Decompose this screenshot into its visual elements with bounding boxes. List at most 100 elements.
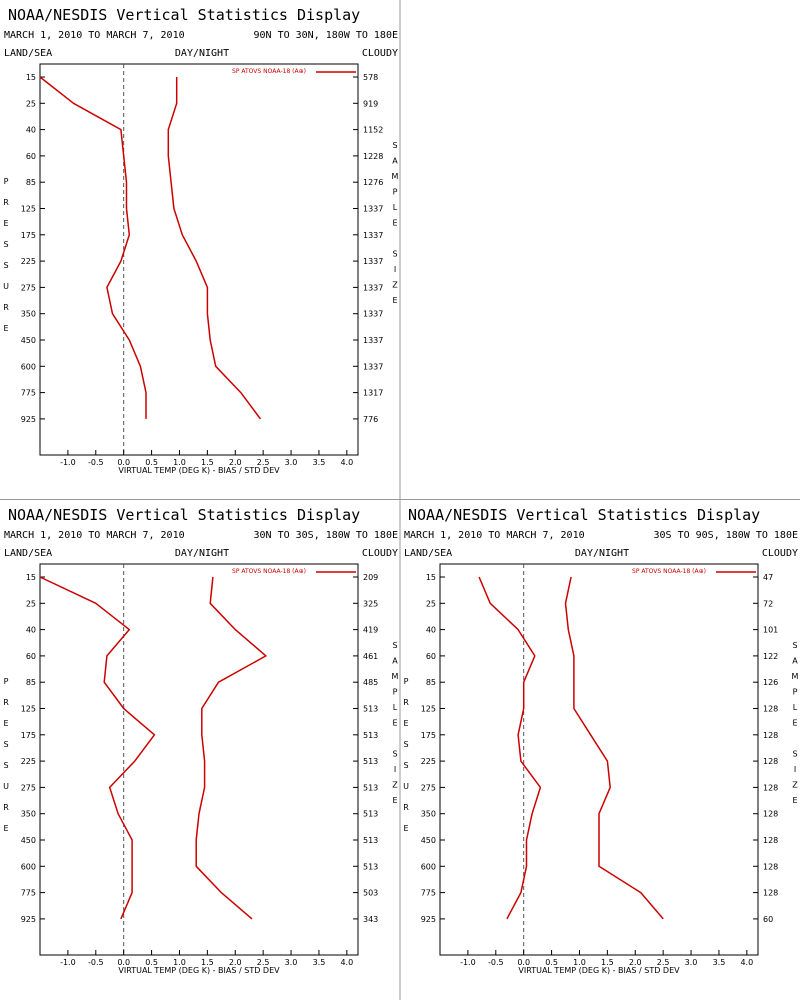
pressure-level-label: 60 xyxy=(26,152,36,161)
y-axis-label-letter: E xyxy=(403,719,408,728)
x-axis-label: VIRTUAL TEMP (DEG K) - BIAS / STD DEV xyxy=(118,466,280,475)
header-land-sea: LAND/SEA xyxy=(4,48,52,59)
pressure-level-label: 450 xyxy=(21,336,36,345)
y-axis-label-letter: E xyxy=(3,324,8,333)
pressure-level-label: 925 xyxy=(21,415,36,424)
sample-size-label: 578 xyxy=(363,73,378,82)
sample-size-label: 128 xyxy=(763,862,778,871)
sample-size-label: 325 xyxy=(363,599,378,608)
pressure-level-label: 175 xyxy=(421,731,436,740)
pressure-level-label: 125 xyxy=(421,705,436,714)
legend-label: SP ATOVS NOAA-18 (A⊕) xyxy=(232,68,306,75)
x-tick-label: 3.5 xyxy=(313,958,326,967)
x-tick-label: 1.0 xyxy=(573,958,586,967)
bias-series-line xyxy=(478,576,542,920)
sample-size-label: 503 xyxy=(363,889,378,898)
header-day-night: DAY/NIGHT xyxy=(175,548,229,559)
plot-frame xyxy=(39,563,359,956)
pressure-level-label: 225 xyxy=(21,757,36,766)
sample-size-label: 128 xyxy=(763,783,778,792)
plot-frame xyxy=(39,63,359,456)
sample-size-label: 513 xyxy=(363,836,378,845)
y2-axis-label-letter: Z xyxy=(392,781,398,790)
pressure-level-label: 85 xyxy=(26,678,36,687)
y2-axis-label-letter: E xyxy=(392,219,397,228)
header-cloudy: CLOUDY xyxy=(762,548,798,559)
y2-axis-label-letter: I xyxy=(394,265,396,274)
pressure-level-label: 275 xyxy=(421,783,436,792)
y-axis-label-letter: E xyxy=(403,824,408,833)
x-tick-label: -0.5 xyxy=(488,958,504,967)
sample-size-label: 128 xyxy=(763,705,778,714)
sample-size-label: 343 xyxy=(363,915,378,924)
sample-size-label: 1337 xyxy=(363,362,383,371)
sample-size-label: 1337 xyxy=(363,205,383,214)
x-tick-label: 3.0 xyxy=(285,458,298,467)
sample-size-label: 209 xyxy=(363,573,378,582)
y-axis-label-letter: U xyxy=(3,282,9,291)
x-tick-label: 1.0 xyxy=(173,958,186,967)
header-cloudy: CLOUDY xyxy=(362,48,398,59)
sample-size-label: 776 xyxy=(363,415,378,424)
x-tick-label: 1.5 xyxy=(201,458,214,467)
pressure-level-label: 225 xyxy=(21,257,36,266)
pressure-level-label: 925 xyxy=(21,915,36,924)
y2-axis-label-letter: I xyxy=(794,765,796,774)
y-axis-label-letter: E xyxy=(3,719,8,728)
x-tick-label: -1.0 xyxy=(60,958,76,967)
x-tick-label: 4.0 xyxy=(340,958,353,967)
sample-size-label: 919 xyxy=(363,99,378,108)
x-tick-label: 4.0 xyxy=(340,458,353,467)
sample-size-label: 513 xyxy=(363,783,378,792)
pressure-level-label: 60 xyxy=(26,652,36,661)
sample-size-label: 1337 xyxy=(363,336,383,345)
y2-axis-label-letter: P xyxy=(393,688,398,697)
y-axis-label-letter: S xyxy=(403,761,408,770)
y2-axis-label-letter: Z xyxy=(792,781,798,790)
y-axis-label-letter: R xyxy=(3,698,9,707)
std-dev-series-line xyxy=(564,576,664,920)
pressure-level-label: 275 xyxy=(21,283,36,292)
bias-series-line xyxy=(39,576,156,920)
y2-axis-label-letter: M xyxy=(392,172,399,181)
y2-axis-label-letter: L xyxy=(393,703,398,712)
chart-title: NOAA/NESDIS Vertical Statistics Display xyxy=(408,506,760,524)
y-axis-label-letter: S xyxy=(403,740,408,749)
chart-title: NOAA/NESDIS Vertical Statistics Display xyxy=(8,506,360,524)
pressure-level-label: 60 xyxy=(426,652,436,661)
header-day-night: DAY/NIGHT xyxy=(575,548,629,559)
pressure-level-label: 25 xyxy=(26,99,36,108)
y-axis-label-letter: P xyxy=(404,677,409,686)
y2-axis-label-letter: L xyxy=(393,203,398,212)
plot-frame xyxy=(439,563,759,956)
pressure-level-label: 450 xyxy=(21,836,36,845)
y-axis-label-letter: P xyxy=(4,677,9,686)
y-axis-label-letter: E xyxy=(3,824,8,833)
x-tick-label: 3.5 xyxy=(713,958,726,967)
y-axis-label-letter: S xyxy=(3,761,8,770)
x-tick-label: 0.0 xyxy=(117,958,130,967)
x-tick-label: 0.0 xyxy=(117,458,130,467)
x-tick-label: 3.0 xyxy=(285,958,298,967)
sample-size-label: 419 xyxy=(363,626,378,635)
x-tick-label: -0.5 xyxy=(88,958,104,967)
y2-axis-label-letter: L xyxy=(793,703,798,712)
pressure-level-label: 125 xyxy=(21,705,36,714)
y2-axis-label-letter: E xyxy=(792,796,797,805)
y2-axis-label-letter: A xyxy=(392,157,398,166)
y-axis-label-letter: R xyxy=(3,303,9,312)
sample-size-label: 72 xyxy=(763,599,773,608)
x-tick-label: 0.5 xyxy=(145,958,158,967)
pressure-level-label: 40 xyxy=(426,626,436,635)
x-tick-label: 2.0 xyxy=(229,458,242,467)
sample-size-label: 101 xyxy=(763,626,778,635)
y2-axis-label-letter: M xyxy=(792,672,799,681)
sample-size-label: 1152 xyxy=(363,126,383,135)
sample-size-label: 513 xyxy=(363,705,378,714)
x-tick-label: 1.5 xyxy=(601,958,614,967)
pressure-level-label: 350 xyxy=(421,810,436,819)
y-axis-label-letter: R xyxy=(403,803,409,812)
pressure-level-label: 450 xyxy=(421,836,436,845)
y2-axis-label-letter: I xyxy=(394,765,396,774)
